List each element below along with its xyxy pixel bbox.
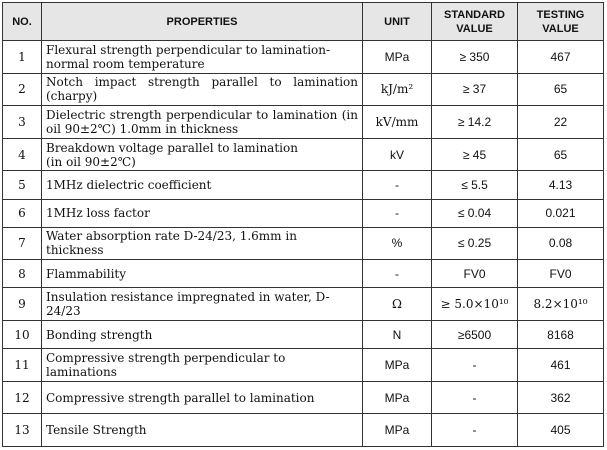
row-number: 10 [2, 319, 42, 350]
header-no: NO. [2, 2, 42, 41]
standard-value-cell: ≥ 14.2 [431, 105, 518, 139]
row-number: 12 [2, 380, 42, 415]
property-name: Water absorption rate D-24/23, 1.6mm in … [41, 226, 363, 261]
property-name: 1MHz dielectric coefficient [41, 170, 363, 200]
testing-value-cell: 0.021 [517, 198, 604, 228]
property-name: Insulation resistance impregnated in wat… [41, 287, 363, 321]
testing-value-cell: FV0 [517, 259, 604, 289]
row-number: 2 [2, 72, 42, 107]
standard-value-cell: ≤ 0.25 [431, 226, 518, 261]
standard-value-cell: - [431, 413, 518, 447]
row-number: 13 [2, 413, 42, 447]
unit-cell: MPa [362, 40, 432, 74]
testing-value-cell: 461 [517, 348, 604, 382]
property-line: Dielectric strength perpendicular to lam… [46, 108, 358, 123]
row-number: 1 [2, 40, 42, 74]
table-row: 10 Bonding strength N ≥6500 8168 [2, 319, 604, 350]
testing-value-cell: 8168 [517, 319, 604, 350]
row-number: 3 [2, 105, 42, 139]
row-number: 8 [2, 259, 42, 289]
unit-cell: N [362, 319, 432, 350]
table-row: 2 Notch impact strength parallel to lami… [2, 72, 604, 107]
testing-value-cell: 65 [517, 72, 604, 107]
standard-value-cell: FV0 [431, 259, 518, 289]
standard-value-cell: ≤ 5.5 [431, 170, 518, 200]
property-name: Compressive strength perpendicular to la… [41, 348, 363, 382]
property-name: Flexural strength perpendicular to lamin… [41, 40, 363, 74]
row-number: 7 [2, 226, 42, 261]
table-row: 8 Flammability - FV0 FV0 [2, 259, 604, 289]
header-properties: PROPERTIES [41, 2, 363, 41]
table-row: 13 Tensile Strength MPa - 405 [2, 413, 604, 447]
property-name: Bonding strength [41, 319, 363, 350]
row-number: 6 [2, 198, 42, 228]
property-name: Compressive strength parallel to laminat… [41, 380, 363, 415]
table-row: 11 Compressive strength perpendicular to… [2, 348, 604, 382]
header-standard-value: STANDARD VALUE [431, 2, 518, 41]
property-name: 1MHz loss factor [41, 198, 363, 228]
standard-value-cell: - [431, 348, 518, 382]
standard-value-cell: ≤ 0.04 [431, 198, 518, 228]
unit-cell: kV/mm [362, 105, 432, 139]
unit-cell: MPa [362, 348, 432, 382]
unit-cell: - [362, 170, 432, 200]
property-name: Tensile Strength [41, 413, 363, 447]
standard-value-cell: ≥ 350 [431, 40, 518, 74]
property-line: Notch impact strength parallel to lamina… [46, 75, 358, 90]
property-line: Flexural strength perpendicular to lamin… [46, 42, 331, 57]
unit-cell: MPa [362, 413, 432, 447]
testing-value-cell: 65 [517, 137, 604, 172]
testing-value-cell: 0.08 [517, 226, 604, 261]
standard-value-cell: - [431, 380, 518, 415]
testing-value-cell: 362 [517, 380, 604, 415]
testing-value-cell: 8.2×10¹⁰ [517, 287, 604, 321]
standard-value-cell: ≥ 5.0×10¹⁰ [431, 287, 518, 321]
unit-cell: kV [362, 137, 432, 172]
property-line: (charpy) [46, 89, 98, 104]
property-line: oil 90±2℃) 1.0mm in thickness [46, 122, 239, 137]
testing-value-cell: 405 [517, 413, 604, 447]
standard-value-cell: ≥ 37 [431, 72, 518, 107]
testing-value-cell: 4.13 [517, 170, 604, 200]
row-number: 4 [2, 137, 42, 172]
table-row: 6 1MHz loss factor - ≤ 0.04 0.021 [2, 198, 604, 228]
property-line: Breakdown voltage parallel to lamination [46, 140, 298, 155]
header-testing-value: TESTING VALUE [517, 2, 604, 41]
table-row: 4 Breakdown voltage parallel to laminati… [2, 137, 604, 172]
table-row: 3 Dielectric strength perpendicular to l… [2, 105, 604, 139]
testing-value-cell: 22 [517, 105, 604, 139]
testing-value-cell: 467 [517, 40, 604, 74]
unit-cell: % [362, 226, 432, 261]
property-name: Flammability [41, 259, 363, 289]
row-number: 9 [2, 287, 42, 321]
unit-cell: kJ/m² [362, 72, 432, 107]
header-unit: UNIT [362, 2, 432, 41]
standard-value-cell: ≥ 45 [431, 137, 518, 172]
table-row: 12 Compressive strength parallel to lami… [2, 380, 604, 415]
unit-cell: - [362, 259, 432, 289]
unit-cell: MPa [362, 380, 432, 415]
table-row: 9 Insulation resistance impregnated in w… [2, 287, 604, 321]
table-row: 1 Flexural strength perpendicular to lam… [2, 40, 604, 74]
unit-cell: - [362, 198, 432, 228]
table-row: 5 1MHz dielectric coefficient - ≤ 5.5 4.… [2, 170, 604, 200]
row-number: 11 [2, 348, 42, 382]
property-name: Breakdown voltage parallel to lamination… [41, 137, 363, 172]
unit-cell: Ω [362, 287, 432, 321]
table-row: 7 Water absorption rate D-24/23, 1.6mm i… [2, 226, 604, 261]
property-name: Dielectric strength perpendicular to lam… [41, 105, 363, 139]
standard-value-cell: ≥6500 [431, 319, 518, 350]
property-line: (in oil 90±2℃) [46, 154, 136, 169]
row-number: 5 [2, 170, 42, 200]
property-name: Notch impact strength parallel to lamina… [41, 72, 363, 107]
header-row: NO. PROPERTIES UNIT STANDARD VALUE TESTI… [2, 2, 604, 41]
property-line: normal room temperature [46, 56, 205, 71]
